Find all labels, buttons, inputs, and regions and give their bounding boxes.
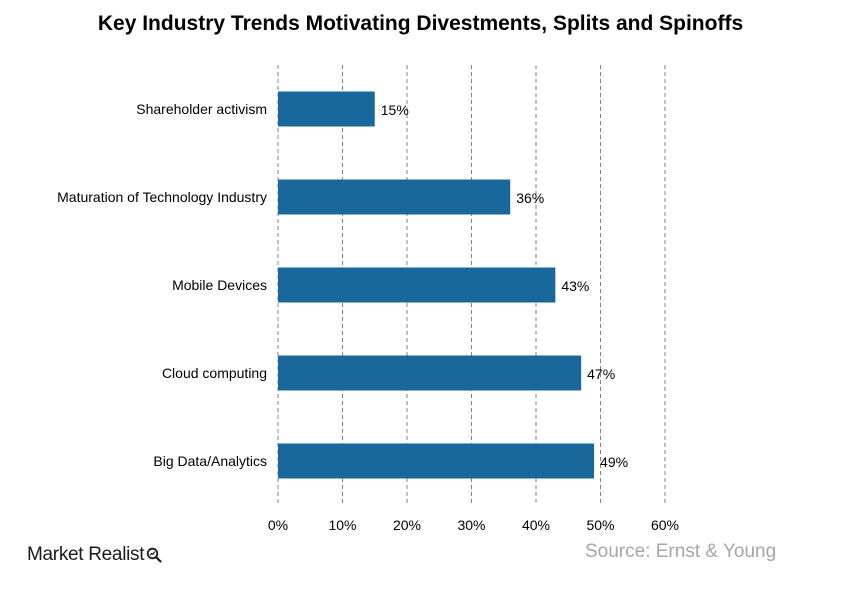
bars <box>278 91 595 479</box>
data-label-2: 36% <box>516 190 544 206</box>
category-label-3: Mobile Devices <box>172 277 267 293</box>
x-tick-label-0: 0% <box>268 517 288 533</box>
x-tick-label-30: 30% <box>457 517 485 533</box>
x-tick-label-60: 60% <box>651 517 679 533</box>
category-label-5: Big Data/Analytics <box>153 453 267 469</box>
data-label-1: 15% <box>381 102 409 118</box>
magnifier-icon <box>147 547 162 563</box>
source-note: Source: Ernst & Young <box>585 541 777 562</box>
bar-3 <box>278 267 556 303</box>
labels: 0% 10% 20% 30% 40% 50% 60% Shareholder activism… <box>57 101 679 533</box>
logo-text: Market Realist <box>27 544 145 565</box>
category-label-2: Maturation of Technology Industry <box>57 189 267 205</box>
x-tick-label-20: 20% <box>393 517 421 533</box>
chart-title: Key Industry Trends Motivating Divestmen… <box>97 12 744 35</box>
x-tick-label-40: 40% <box>522 517 550 533</box>
category-label-4: Cloud computing <box>162 365 267 381</box>
bar-4 <box>278 355 582 391</box>
data-label-3: 43% <box>561 278 589 294</box>
bar-5 <box>278 443 595 479</box>
data-label-5: 49% <box>600 454 628 470</box>
market-realist-logo: Market Realist <box>27 544 162 566</box>
x-tick-label-50: 50% <box>586 517 614 533</box>
bar-1 <box>278 91 375 127</box>
bar-2 <box>278 179 511 215</box>
category-label-1: Shareholder activism <box>136 101 267 117</box>
data-label-4: 47% <box>587 366 615 382</box>
x-tick-label-10: 10% <box>328 517 356 533</box>
